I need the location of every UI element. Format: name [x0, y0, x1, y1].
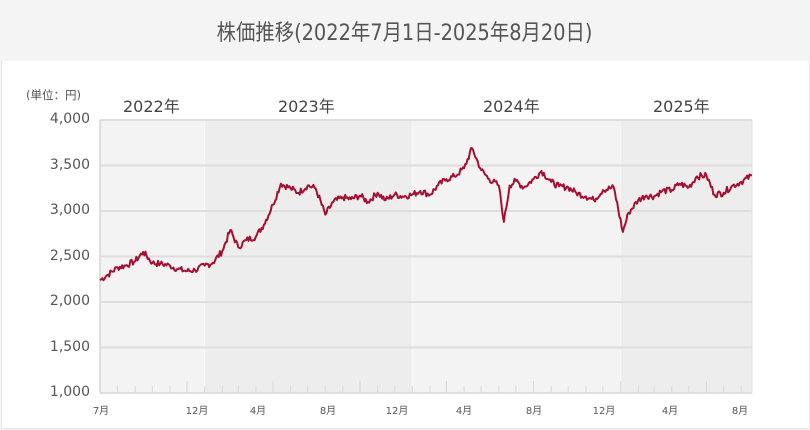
y-tick-1500: 1,500: [49, 339, 90, 355]
x-tick-label: 4月: [455, 406, 473, 417]
title-bar: 株価推移(2022年7月1日-2025年8月20日): [0, 0, 810, 61]
year-label-2025: 2025年: [653, 97, 710, 116]
year-label-2023: 2023年: [278, 97, 335, 116]
y-tick-3500: 3,500: [49, 157, 90, 173]
x-tick-label: 4月: [661, 406, 679, 417]
x-tick-label: 8月: [731, 406, 749, 417]
x-tick-label: 8月: [319, 406, 337, 417]
chart-title: 株価推移(2022年7月1日-2025年8月20日): [217, 20, 593, 46]
y-tick-2000: 2,000: [49, 293, 90, 309]
x-tick-label: 4月: [249, 406, 267, 417]
x-tick-label: 12月: [385, 406, 409, 417]
x-tick-label: 7月: [92, 406, 110, 417]
x-ticks: [117, 381, 742, 393]
grid-lines: [99, 119, 753, 394]
unit-label: (単位：円): [26, 88, 81, 102]
x-tick-label: 12月: [185, 406, 209, 417]
price-line: [99, 147, 753, 282]
y-tick-3000: 3,000: [49, 202, 90, 218]
x-tick-label: 12月: [592, 406, 616, 417]
year-label-2024: 2024年: [483, 97, 540, 116]
x-tick-label: 8月: [525, 406, 543, 417]
year-label-2022: 2022年: [123, 97, 180, 116]
y-tick-4000: 4,000: [49, 111, 90, 127]
y-tick-1000: 1,000: [49, 384, 90, 400]
y-tick-2500: 2,500: [49, 248, 90, 264]
